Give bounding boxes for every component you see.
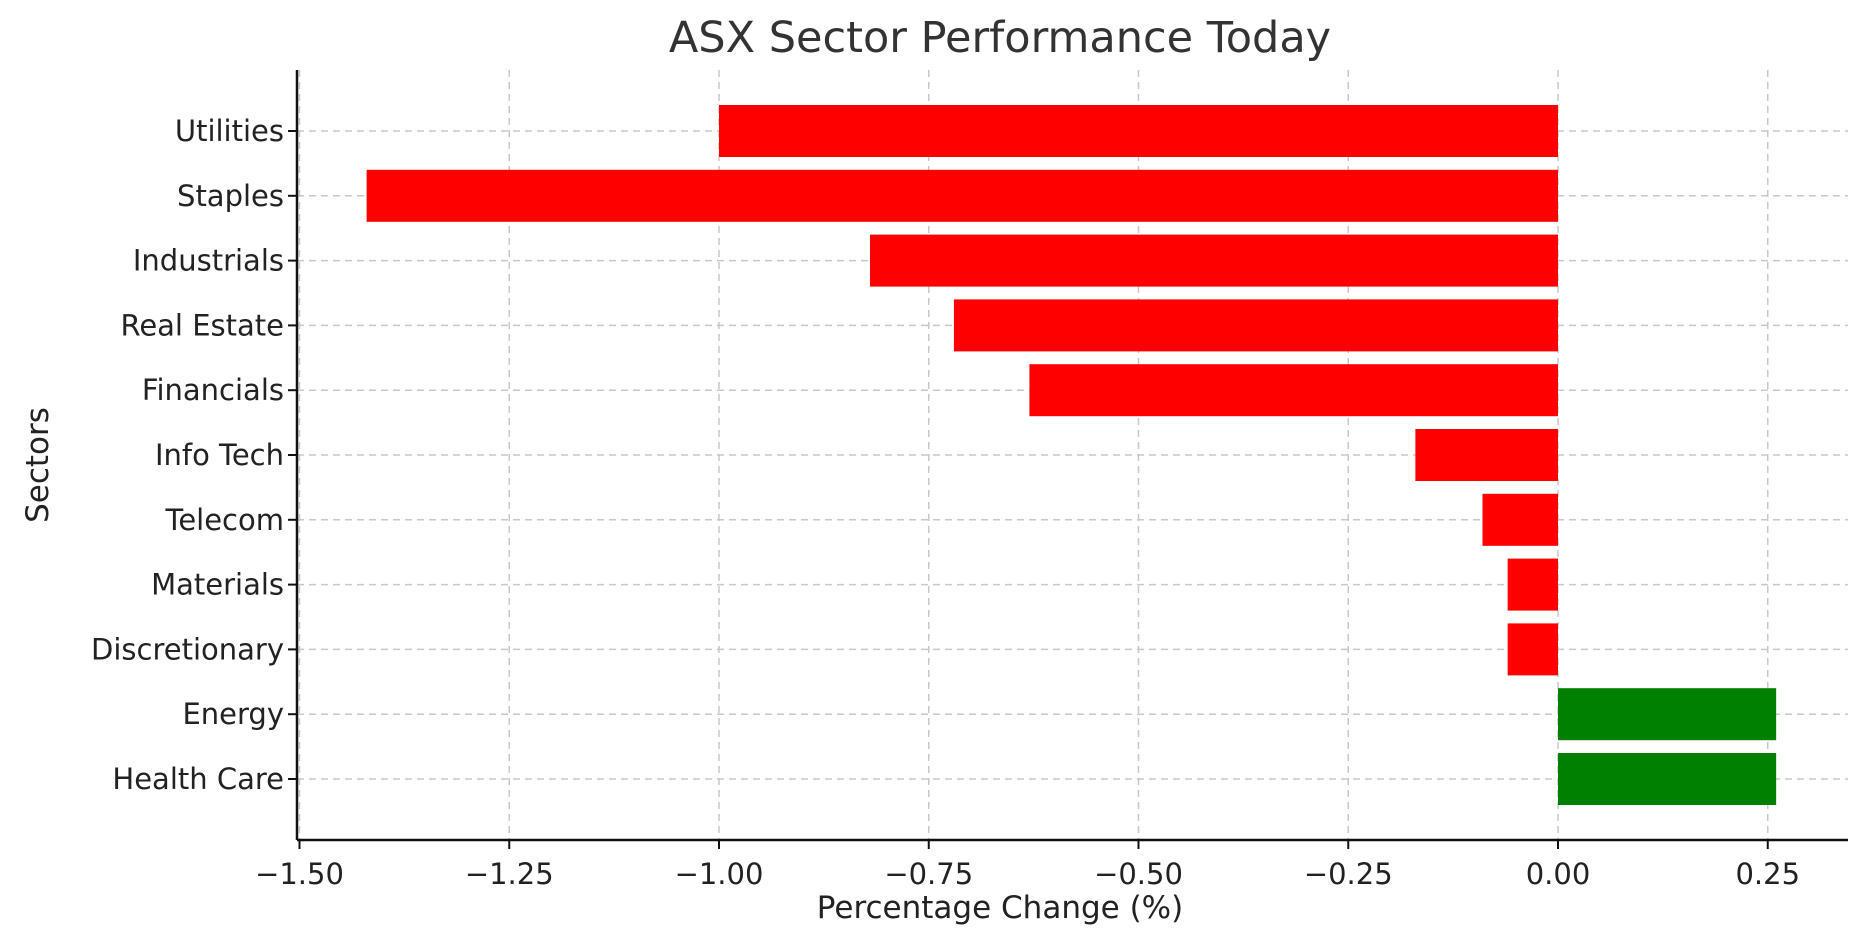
bar-health-care bbox=[1558, 753, 1777, 805]
bar-info-tech bbox=[1415, 429, 1558, 481]
bar-telecom bbox=[1482, 493, 1558, 546]
bar-energy bbox=[1558, 688, 1777, 741]
bars bbox=[366, 105, 1777, 805]
x-axis-label: Percentage Change (%) bbox=[817, 890, 1183, 926]
bar-real-estate bbox=[953, 299, 1558, 352]
y-tick-label: Discretionary bbox=[91, 632, 284, 666]
y-tick-label: Info Tech bbox=[155, 438, 284, 472]
x-tick-label: −1.50 bbox=[255, 857, 344, 891]
chart-title: ASX Sector Performance Today bbox=[669, 13, 1331, 63]
y-tick-label: Utilities bbox=[175, 114, 284, 148]
x-tick-label: −0.50 bbox=[1094, 857, 1183, 891]
bar-industrials bbox=[870, 234, 1558, 287]
x-tick-label: 0.25 bbox=[1735, 857, 1800, 891]
bar-financials bbox=[1029, 364, 1558, 417]
y-tick-label: Health Care bbox=[112, 762, 284, 796]
bar-staples bbox=[366, 169, 1558, 222]
y-tick-label: Energy bbox=[182, 697, 284, 731]
y-tick-label: Industrials bbox=[133, 244, 284, 278]
y-tick-label: Financials bbox=[142, 373, 284, 407]
tick-labels: −1.50 −1.25 −1.00 −0.75 −0.50 −0.25 0.00 0.25 Ut… bbox=[91, 114, 1800, 891]
x-tick-label: −1.25 bbox=[465, 857, 554, 891]
x-tick-label: 0.00 bbox=[1526, 857, 1591, 891]
y-axis-label: Sectors bbox=[20, 407, 56, 523]
y-tick-label: Real Estate bbox=[120, 308, 284, 342]
y-tick-label: Staples bbox=[177, 179, 284, 213]
y-tick-label: Telecom bbox=[165, 503, 284, 537]
bar-discretionary bbox=[1507, 623, 1558, 676]
x-tick-label: −0.75 bbox=[884, 857, 973, 891]
x-tick-label: −1.00 bbox=[675, 857, 764, 891]
bar-materials bbox=[1507, 558, 1558, 611]
x-tick-label: −0.25 bbox=[1304, 857, 1393, 891]
bar-utilities bbox=[719, 105, 1558, 157]
y-tick-label: Materials bbox=[151, 568, 284, 602]
axes bbox=[288, 70, 1848, 849]
